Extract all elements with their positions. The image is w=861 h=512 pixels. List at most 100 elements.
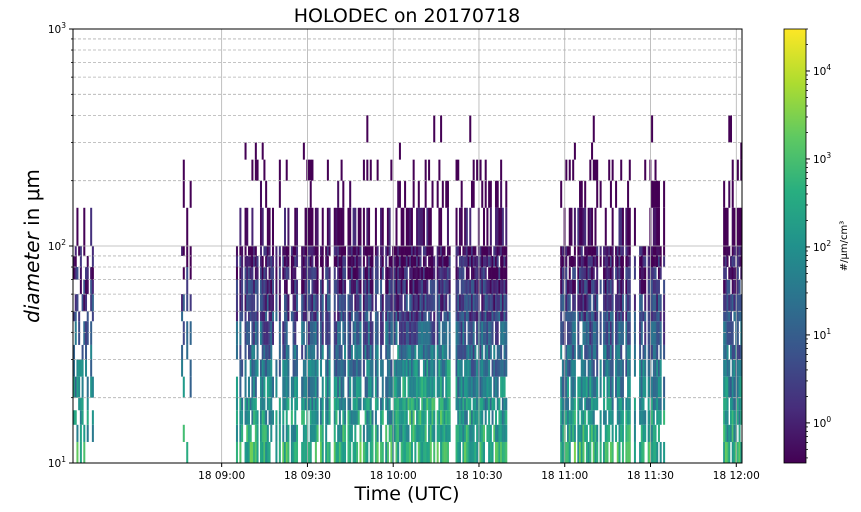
heatmap-cell (340, 376, 343, 398)
heatmap-cell (733, 294, 736, 312)
heatmap-cell (390, 255, 393, 268)
heatmap-cell (268, 397, 271, 411)
heatmap-cell (654, 321, 657, 345)
heatmap-cell (412, 344, 415, 360)
heatmap-cell (301, 311, 304, 322)
heatmap-cell (616, 267, 619, 280)
heatmap-cell (458, 267, 461, 280)
heatmap-cell (405, 321, 408, 345)
heatmap-cell (265, 311, 268, 322)
heatmap-cell (580, 207, 583, 246)
heatmap-cell (584, 424, 587, 442)
heatmap-cell (479, 397, 482, 411)
heatmap-cell (316, 294, 319, 312)
heatmap-cell (333, 359, 336, 377)
heatmap-cell (251, 359, 254, 377)
heatmap-cell (587, 246, 590, 256)
heatmap-cell (386, 359, 389, 377)
heatmap-cell (503, 376, 506, 398)
heatmap-cell (596, 159, 599, 181)
heatmap-cell (90, 321, 93, 345)
heatmap-cell (311, 376, 314, 398)
heatmap-cell (470, 267, 473, 280)
heatmap-cell (484, 279, 487, 295)
heatmap-cell (729, 397, 733, 411)
heatmap-cell (611, 255, 614, 268)
heatmap-cell (287, 294, 290, 312)
heatmap-cell (239, 246, 242, 256)
heatmap-cell (464, 255, 467, 268)
heatmap-cell (376, 441, 379, 463)
heatmap-cell (469, 255, 472, 268)
heatmap-cell (249, 397, 252, 411)
heatmap-cell (589, 294, 592, 312)
heatmap-cell (368, 294, 371, 312)
heatmap-cell (388, 321, 391, 345)
heatmap-cell (362, 424, 365, 442)
heatmap-cell (584, 246, 587, 256)
heatmap-cell (357, 207, 360, 246)
heatmap-cell (402, 410, 405, 425)
heatmap-cell (604, 441, 607, 463)
heatmap-cell (247, 246, 250, 256)
heatmap-cell (417, 376, 420, 398)
heatmap-cell (579, 376, 582, 398)
heatmap-cell (580, 180, 583, 208)
heatmap-cell (728, 441, 731, 463)
heatmap-cell (416, 359, 419, 377)
heatmap-cell (470, 410, 473, 425)
heatmap-cell (608, 159, 611, 181)
heatmap-cell (333, 207, 336, 246)
heatmap-cell (256, 359, 259, 377)
heatmap-cell (567, 311, 570, 322)
heatmap-cell (356, 441, 359, 463)
heatmap-cell (603, 359, 606, 377)
heatmap-cell (455, 321, 458, 345)
heatmap-cell (304, 267, 307, 280)
heatmap-cell (625, 344, 628, 360)
heatmap-cell (608, 279, 611, 295)
heatmap-cell (296, 441, 299, 463)
heatmap-cell (380, 359, 383, 377)
heatmap-cell (618, 279, 621, 295)
heatmap-cell (265, 294, 268, 312)
heatmap-cell (416, 279, 419, 295)
heatmap-cell (347, 424, 350, 442)
heatmap-cell (256, 255, 259, 268)
heatmap-cell (465, 255, 468, 268)
heatmap-cell (472, 159, 475, 181)
heatmap-cell (301, 376, 304, 398)
heatmap-cell (421, 207, 424, 246)
heatmap-cell (656, 441, 659, 463)
heatmap-cell (308, 441, 311, 463)
heatmap-cell (301, 279, 304, 295)
heatmap-cell (328, 321, 331, 345)
heatmap-cell (347, 311, 350, 322)
heatmap-cell (261, 311, 264, 322)
heatmap-cell (496, 424, 499, 442)
heatmap-cell (609, 441, 612, 463)
heatmap-cell (620, 321, 623, 345)
heatmap-cell (314, 321, 317, 345)
heatmap-cell (385, 321, 388, 345)
heatmap-cell (482, 311, 485, 322)
heatmap-cell (302, 376, 305, 398)
heatmap-cell (464, 359, 467, 377)
heatmap-cell (479, 424, 482, 442)
heatmap-cell (589, 279, 592, 295)
heatmap-cell (455, 441, 458, 463)
heatmap-cell (278, 267, 281, 280)
heatmap-cell (573, 279, 576, 295)
heatmap-cell (472, 246, 475, 256)
heatmap-cell (591, 424, 594, 442)
heatmap-cell (469, 279, 472, 295)
heatmap-cell (349, 441, 352, 463)
heatmap-cell (489, 424, 492, 442)
heatmap-cell (460, 376, 463, 398)
heatmap-cell (397, 255, 400, 268)
heatmap-cell (398, 410, 401, 425)
heatmap-cell (86, 397, 89, 411)
heatmap-cell (182, 246, 185, 256)
heatmap-cell (585, 424, 588, 442)
heatmap-cell (271, 376, 274, 398)
